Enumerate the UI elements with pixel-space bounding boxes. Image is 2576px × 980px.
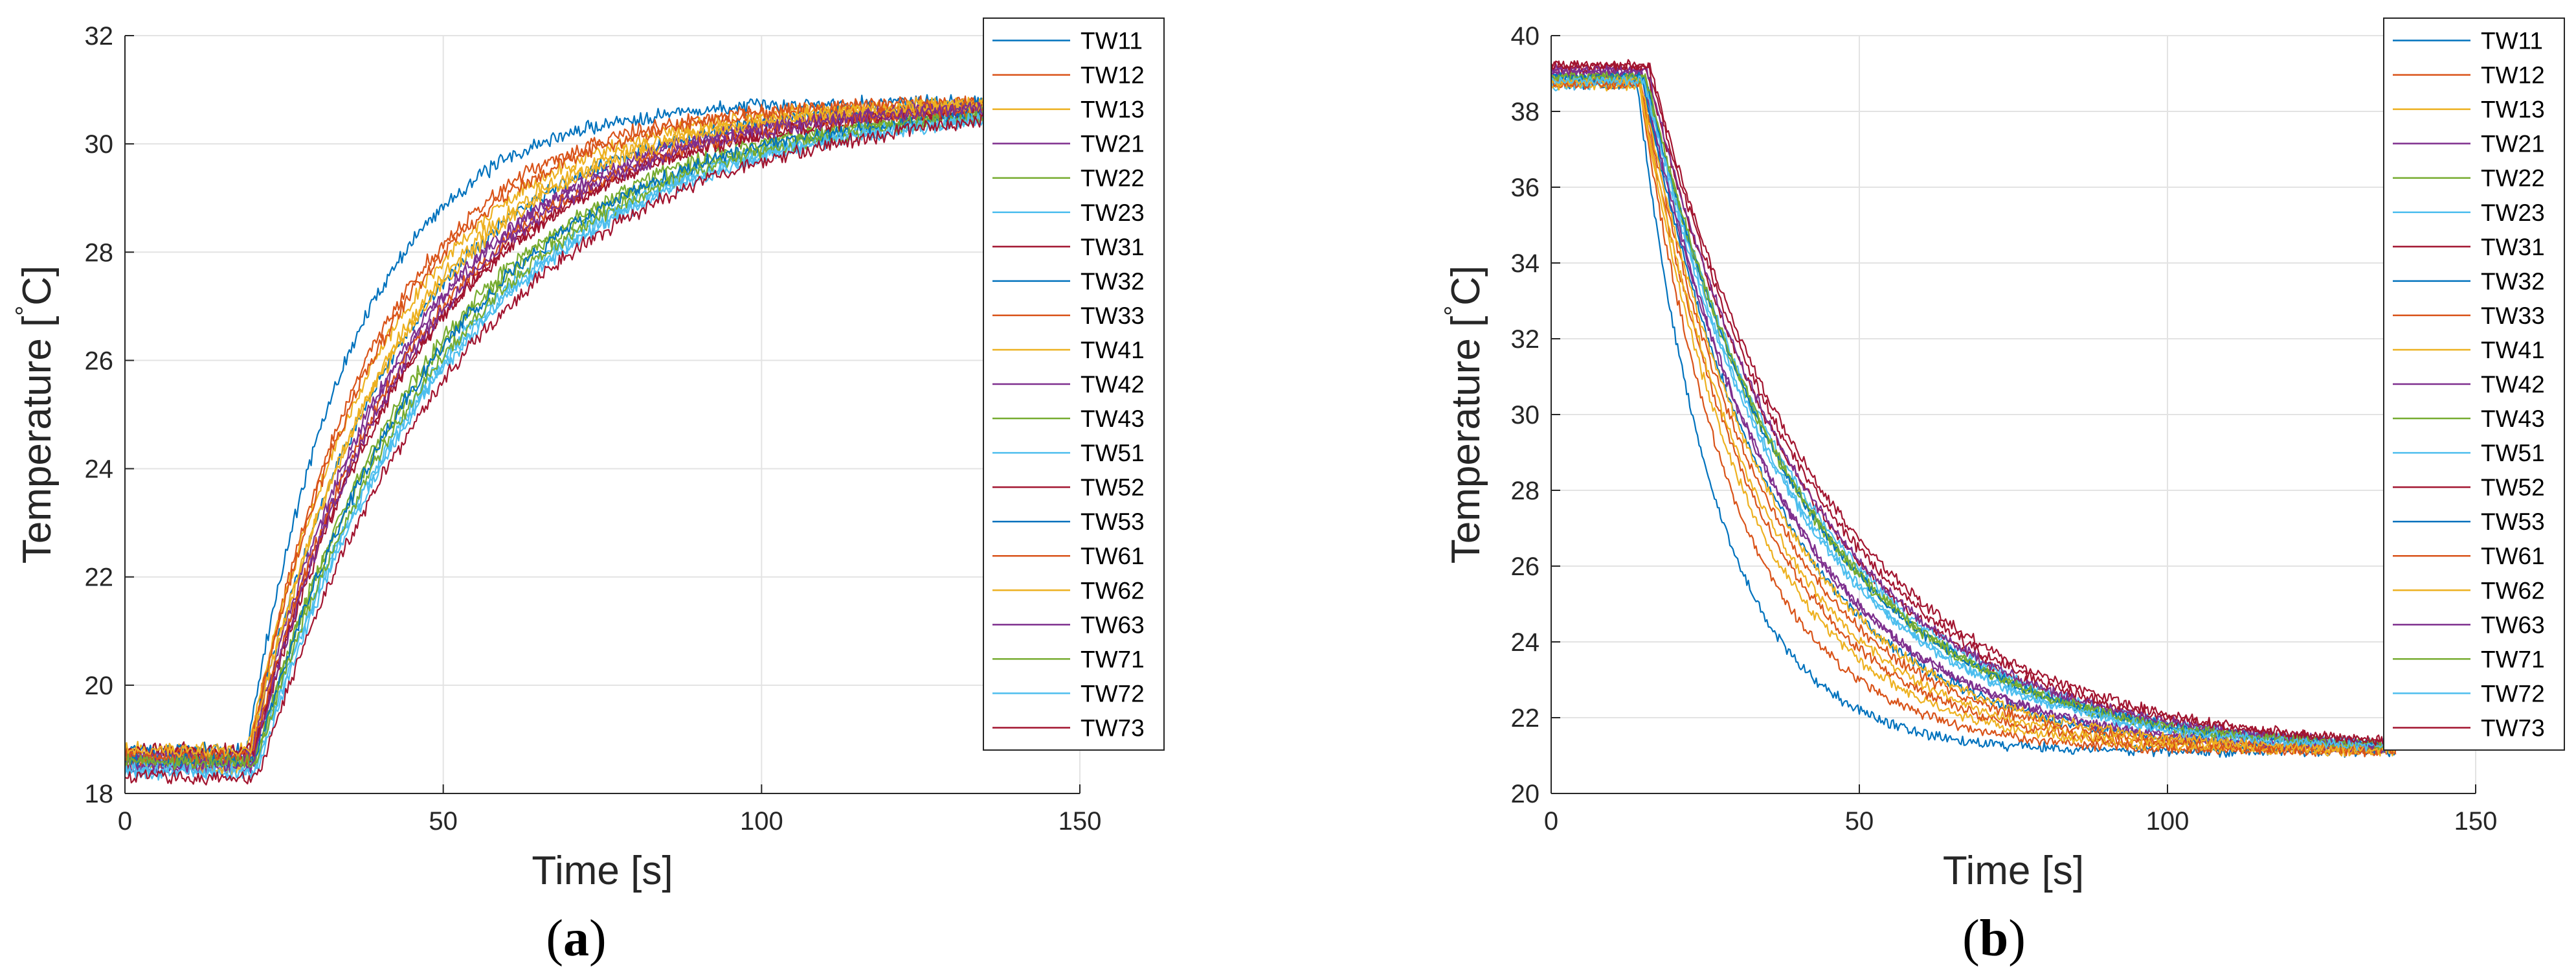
legend-label-tw71: TW71 (2481, 646, 2545, 672)
chart-panel-a: 0 50 100 150 18 20 22 24 26 28 30 32 Time [s] Tempera… (11, 17, 1165, 967)
x-axis-label: Time [s] (1943, 849, 2084, 893)
legend: TW11 TW12 TW13 TW21 TW22 TW23 TW31 TW32 TW33 TW41… (2383, 17, 2565, 751)
x-tick-label: 150 (2454, 807, 2498, 836)
series-line-tw72 (125, 111, 998, 780)
y-tick-label: 18 (85, 780, 114, 808)
y-tick-label: 20 (85, 672, 114, 700)
panel-label: (b) (1962, 910, 2026, 967)
legend-label-tw52: TW52 (2481, 474, 2545, 501)
y-tick-label: 28 (85, 238, 114, 267)
series-line-tw63 (125, 100, 998, 776)
legend-label-tw22: TW22 (1081, 165, 1145, 192)
y-tick-label: 26 (85, 347, 114, 375)
legend-label-tw63: TW63 (2481, 611, 2545, 638)
legend-label-tw41: TW41 (1081, 337, 1145, 363)
legend-label-tw62: TW62 (1081, 577, 1145, 604)
y-tick-label: 34 (1511, 249, 1540, 278)
legend-label-tw73: TW73 (2481, 714, 2545, 741)
y-tick-label: 24 (1511, 628, 1540, 657)
y-tick-label: 36 (1511, 174, 1540, 202)
legend-label-tw21: TW21 (1081, 131, 1145, 157)
legend-label-tw11: TW11 (2481, 28, 2543, 54)
legend-label-tw71: TW71 (1081, 646, 1145, 672)
x-tick-label: 100 (2146, 807, 2190, 836)
panel-label: (a) (546, 910, 606, 967)
legend-label-tw33: TW33 (2481, 302, 2545, 329)
x-tick-label: 150 (1058, 807, 1102, 836)
x-tick-label: 100 (740, 807, 783, 836)
legend-label-tw22: TW22 (2481, 165, 2545, 192)
legend-label-tw11: TW11 (1081, 28, 1143, 54)
legend-label-tw33: TW33 (1081, 302, 1145, 329)
y-tick-label: 24 (85, 455, 114, 484)
series-line-tw73 (1551, 60, 2397, 746)
x-axis-label: Time [s] (532, 849, 673, 893)
series-line-tw11 (1551, 78, 2397, 758)
legend-label-tw23: TW23 (2481, 199, 2545, 226)
legend-label-tw63: TW63 (1081, 611, 1145, 638)
legend-label-tw32: TW32 (2481, 268, 2545, 295)
legend-label-tw41: TW41 (2481, 337, 2545, 363)
legend-label-tw61: TW61 (2481, 543, 2545, 569)
legend-label-tw62: TW62 (2481, 577, 2545, 604)
legend-label-tw42: TW42 (2481, 371, 2545, 398)
legend: TW11 TW12 TW13 TW21 TW22 TW23 TW31 TW32 TW33 TW41… (983, 17, 1165, 751)
legend-label-tw23: TW23 (1081, 199, 1145, 226)
legend-label-tw61: TW61 (1081, 543, 1145, 569)
legend-label-tw21: TW21 (2481, 131, 2545, 157)
series-line-tw62 (125, 99, 998, 758)
y-tick-label: 22 (85, 564, 114, 592)
series-line-tw73 (125, 114, 998, 786)
x-tick-label: 0 (118, 807, 132, 836)
y-tick-label: 20 (1511, 780, 1540, 808)
y-tick-label: 38 (1511, 98, 1540, 126)
legend-label-tw72: TW72 (1081, 680, 1145, 707)
y-tick-label: 32 (85, 22, 114, 51)
legend-label-tw13: TW13 (1081, 97, 1145, 123)
y-tick-label: 28 (1511, 477, 1540, 505)
legend-label-tw43: TW43 (2481, 405, 2545, 432)
legend-label-tw12: TW12 (2481, 62, 2545, 89)
legend-label-tw31: TW31 (1081, 234, 1145, 260)
legend-label-tw53: TW53 (2481, 508, 2545, 535)
series-line-tw62 (1551, 75, 2397, 755)
series-line-tw33 (1551, 74, 2397, 757)
legend-label-tw53: TW53 (1081, 508, 1145, 535)
y-tick-label: 40 (1511, 22, 1540, 51)
legend-label-tw42: TW42 (1081, 371, 1145, 398)
x-tick-label: 50 (1845, 807, 1874, 836)
legend-label-tw31: TW31 (2481, 234, 2545, 260)
legend-label-tw51: TW51 (2481, 440, 2545, 466)
y-tick-label: 22 (1511, 704, 1540, 733)
legend-label-tw43: TW43 (1081, 405, 1145, 432)
y-axis-label: Temperature [°C] (1440, 266, 1488, 564)
legend-label-tw12: TW12 (1081, 62, 1145, 89)
chart-panel-b: 0 50 100 150 20 22 24 26 28 30 32 34 36 38 40 Time [s] T… (1440, 17, 2565, 967)
y-tick-label: 30 (85, 130, 114, 159)
x-tick-label: 50 (429, 807, 458, 836)
series-line-tw61 (125, 101, 998, 766)
x-tick-label: 0 (1544, 807, 1558, 836)
legend-label-tw51: TW51 (1081, 440, 1145, 466)
y-tick-label: 32 (1511, 325, 1540, 354)
legend-label-tw73: TW73 (1081, 714, 1145, 741)
legend-label-tw13: TW13 (2481, 97, 2545, 123)
legend-label-tw52: TW52 (1081, 474, 1145, 501)
y-axis-label: Temperature [°C] (11, 266, 60, 564)
series-line-tw72 (1551, 74, 2397, 752)
y-tick-label: 26 (1511, 553, 1540, 581)
y-tick-label: 30 (1511, 401, 1540, 429)
legend-label-tw32: TW32 (1081, 268, 1145, 295)
legend-label-tw72: TW72 (2481, 680, 2545, 707)
series-line-tw71 (1551, 71, 2397, 750)
